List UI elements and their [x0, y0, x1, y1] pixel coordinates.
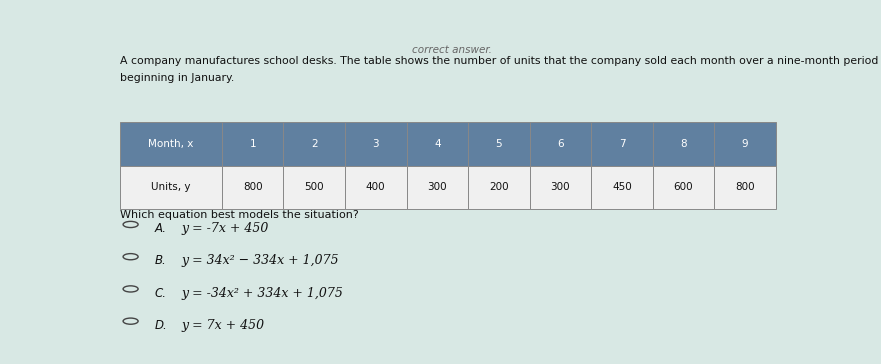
Text: 300: 300	[551, 182, 570, 192]
Text: 2: 2	[311, 139, 317, 149]
Text: 400: 400	[366, 182, 386, 192]
FancyBboxPatch shape	[714, 166, 776, 209]
Text: C.: C.	[154, 287, 167, 300]
FancyBboxPatch shape	[406, 122, 468, 166]
FancyBboxPatch shape	[529, 122, 591, 166]
Text: Month, x: Month, x	[148, 139, 194, 149]
Text: 500: 500	[304, 182, 324, 192]
FancyBboxPatch shape	[714, 122, 776, 166]
Text: 9: 9	[742, 139, 748, 149]
Text: 1: 1	[249, 139, 256, 149]
Text: D.: D.	[154, 319, 167, 332]
Text: y = 34x² − 334x + 1,075: y = 34x² − 334x + 1,075	[181, 254, 339, 268]
Text: 600: 600	[674, 182, 693, 192]
Text: Which equation best models the situation?: Which equation best models the situation…	[121, 210, 359, 221]
Text: 8: 8	[680, 139, 687, 149]
Text: B.: B.	[154, 254, 167, 268]
Text: A.: A.	[154, 222, 167, 235]
Text: correct answer.: correct answer.	[411, 45, 492, 55]
Text: 300: 300	[427, 182, 447, 192]
Text: 7: 7	[618, 139, 626, 149]
Text: beginning in January.: beginning in January.	[121, 73, 234, 83]
FancyBboxPatch shape	[284, 166, 345, 209]
Text: y = -7x + 450: y = -7x + 450	[181, 222, 270, 235]
FancyBboxPatch shape	[591, 122, 653, 166]
FancyBboxPatch shape	[591, 166, 653, 209]
FancyBboxPatch shape	[284, 122, 345, 166]
FancyBboxPatch shape	[222, 166, 284, 209]
Text: 3: 3	[373, 139, 379, 149]
Text: 5: 5	[495, 139, 502, 149]
Text: 4: 4	[434, 139, 440, 149]
FancyBboxPatch shape	[468, 166, 529, 209]
FancyBboxPatch shape	[406, 166, 468, 209]
Text: A company manufactures school desks. The table shows the number of units that th: A company manufactures school desks. The…	[121, 56, 878, 66]
FancyBboxPatch shape	[529, 166, 591, 209]
Text: 800: 800	[736, 182, 755, 192]
Text: Units, y: Units, y	[152, 182, 191, 192]
FancyBboxPatch shape	[222, 122, 284, 166]
Text: 800: 800	[243, 182, 263, 192]
FancyBboxPatch shape	[121, 122, 222, 166]
FancyBboxPatch shape	[121, 166, 222, 209]
FancyBboxPatch shape	[653, 122, 714, 166]
FancyBboxPatch shape	[345, 122, 406, 166]
FancyBboxPatch shape	[345, 166, 406, 209]
Text: y = 7x + 450: y = 7x + 450	[181, 319, 265, 332]
Text: y = -34x² + 334x + 1,075: y = -34x² + 334x + 1,075	[181, 287, 344, 300]
FancyBboxPatch shape	[653, 166, 714, 209]
Text: 6: 6	[557, 139, 564, 149]
Text: 450: 450	[612, 182, 632, 192]
Text: 200: 200	[489, 182, 508, 192]
FancyBboxPatch shape	[468, 122, 529, 166]
